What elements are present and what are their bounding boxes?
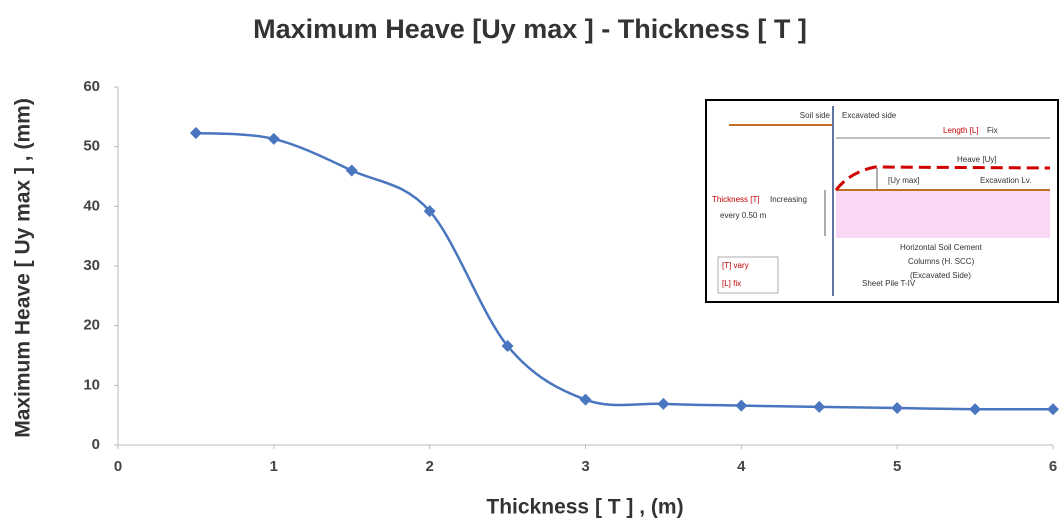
inset-label: [T] vary	[722, 261, 749, 270]
x-tick-label: 6	[1049, 458, 1057, 475]
inset-label: Soil side	[800, 111, 831, 120]
data-point	[267, 132, 280, 145]
data-point	[189, 126, 202, 139]
inset-label: Horizontal Soil Cement	[900, 243, 983, 252]
heave-line	[834, 165, 1051, 191]
y-tick-label: 40	[83, 197, 100, 214]
inset-label: [Uy max]	[888, 176, 920, 185]
y-tick-label: 50	[83, 138, 100, 155]
hscc-zone	[836, 190, 1050, 238]
x-tick-label: 2	[425, 458, 433, 475]
inset-label: Excavation Lv.	[980, 176, 1031, 185]
x-tick-label: 1	[270, 458, 278, 475]
inset-label: Fix	[987, 126, 998, 135]
inset-label: every 0.50 m	[720, 211, 767, 220]
data-point	[969, 403, 982, 416]
x-tick-label: 0	[114, 458, 122, 475]
inset-label: Sheet Pile T-IV	[862, 279, 916, 288]
note-box	[717, 256, 779, 294]
inset-label: [L] fix	[722, 279, 741, 288]
data-point	[813, 400, 826, 413]
x-tick-label: 5	[893, 458, 901, 475]
chart-title: Maximum Heave [Uy max ] - Thickness [ T …	[253, 14, 807, 44]
x-axis-label: Thickness [ T ] , (m)	[486, 496, 683, 519]
y-tick-label: 10	[83, 376, 100, 393]
y-tick-label: 20	[83, 317, 100, 334]
inset-label: Length [L]	[943, 126, 979, 135]
data-point	[579, 393, 592, 406]
data-point	[891, 402, 904, 415]
data-point	[501, 339, 514, 352]
data-point	[345, 164, 358, 177]
x-tick-label: 4	[737, 458, 746, 475]
data-point	[735, 399, 748, 412]
data-point	[1047, 403, 1059, 416]
x-tick-label: 3	[581, 458, 589, 475]
y-tick-label: 60	[83, 78, 100, 95]
y-axis-label: Maximum Heave [ Uy max ] , (mm)	[12, 98, 35, 438]
inset-label: Heave [Uy]	[957, 155, 997, 164]
inset-label: Excavated side	[842, 111, 897, 120]
data-point	[423, 205, 436, 218]
inset-label: Thickness [T]	[712, 195, 760, 204]
y-tick-label: 0	[92, 436, 100, 453]
data-point	[657, 397, 670, 410]
inset-diagram: Soil side Excavated side Length [L] Fix …	[705, 99, 1059, 303]
inset-label: Increasing	[770, 195, 807, 204]
inset-label: Columns (H. SCC)	[908, 257, 975, 266]
inset-label: (Excavated Side)	[910, 271, 971, 280]
y-tick-label: 30	[83, 257, 100, 274]
